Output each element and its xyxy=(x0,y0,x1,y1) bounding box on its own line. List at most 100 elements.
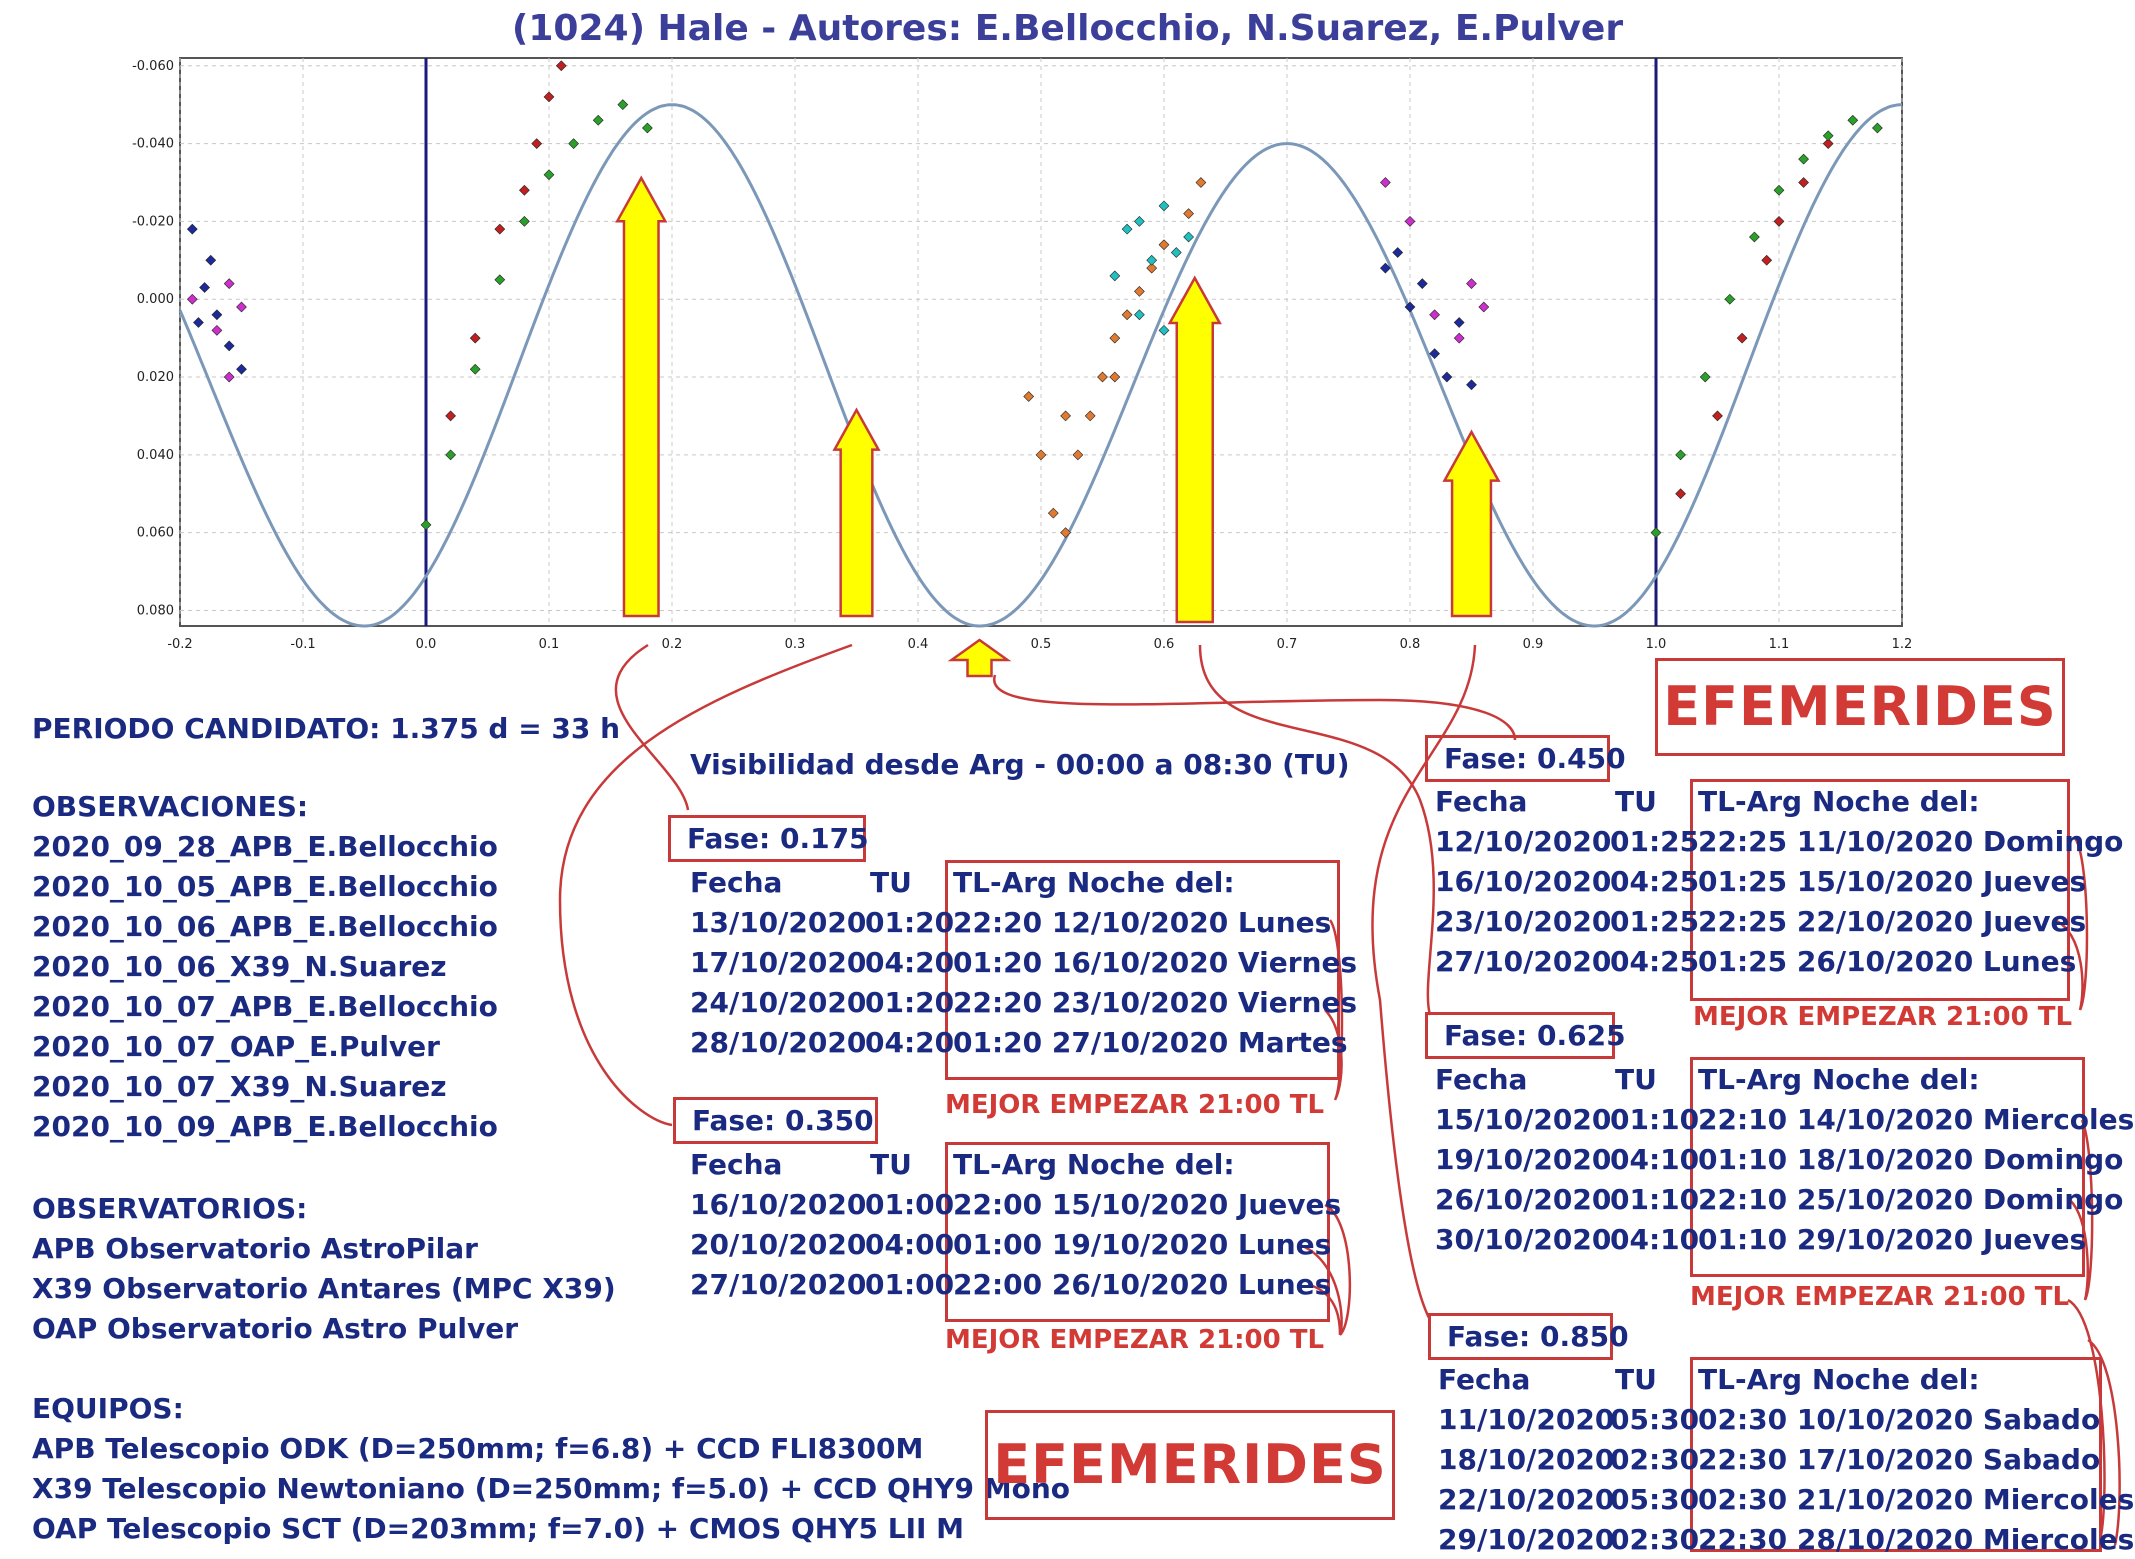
observacion-item: 2020_10_07_OAP_E.Pulver xyxy=(32,1030,440,1063)
tu-cell: 02:30 xyxy=(1610,1443,1700,1476)
tu-cell: 04:25 xyxy=(1610,865,1700,898)
mejor-empezar-note: MEJOR EMPEZAR 21:00 TL xyxy=(1693,1002,2073,1032)
equipo-item: X39 Telescopio Newtoniano (D=250mm; f=5.… xyxy=(32,1472,1070,1505)
data-point xyxy=(193,317,204,328)
efemerides-label-top: EFEMERIDES xyxy=(1655,658,2065,756)
fecha-cell: 28/10/2020 xyxy=(690,1026,867,1059)
col-fecha-header: Fecha xyxy=(690,866,783,899)
data-point xyxy=(469,363,481,375)
observacion-item: 2020_09_28_APB_E.Bellocchio xyxy=(32,830,498,863)
fecha-cell: 30/10/2020 xyxy=(1435,1223,1612,1256)
data-point xyxy=(1466,278,1477,290)
fecha-cell: 16/10/2020 xyxy=(1435,865,1612,898)
data-point xyxy=(519,216,530,227)
data-point xyxy=(494,274,506,286)
data-point xyxy=(1404,301,1416,313)
data-point xyxy=(1047,507,1059,519)
col-tu-header: TU xyxy=(1615,1063,1657,1096)
data-point xyxy=(1761,254,1773,266)
observacion-item: 2020_10_07_APB_E.Bellocchio xyxy=(32,990,498,1023)
col-fecha-header: Fecha xyxy=(1435,785,1528,818)
tl-cell: 01:25 26/10/2020 Lunes xyxy=(1698,945,2077,978)
data-point xyxy=(1429,348,1440,360)
col-fecha-header: Fecha xyxy=(690,1148,783,1181)
tl-cell: 22:20 12/10/2020 Lunes xyxy=(953,906,1332,939)
data-point xyxy=(592,114,604,126)
x-tick-label: 0.9 xyxy=(1523,637,1544,652)
tl-cell: 22:00 26/10/2020 Lunes xyxy=(953,1268,1332,1301)
equipos-title: EQUIPOS: xyxy=(32,1392,184,1425)
y-tick-label: -0.040 xyxy=(132,137,174,152)
tl-cell: 02:30 10/10/2020 Sabado xyxy=(1698,1403,2101,1436)
observacion-item: 2020_10_06_APB_E.Bellocchio xyxy=(32,910,498,943)
col-tu-header: TU xyxy=(1615,785,1657,818)
x-tick-label: 0.8 xyxy=(1400,637,1421,652)
y-tick-label: 0.000 xyxy=(137,292,174,307)
data-point xyxy=(1183,231,1194,243)
data-point xyxy=(1084,410,1096,422)
connector-0450 xyxy=(993,674,1517,741)
y-tick-label: -0.020 xyxy=(132,214,174,229)
data-point xyxy=(543,91,555,103)
tl-box xyxy=(945,860,1340,1080)
data-point xyxy=(1798,153,1809,165)
tl-cell: 22:30 28/10/2020 Miercoles xyxy=(1698,1523,2135,1556)
data-point xyxy=(1453,317,1465,328)
tl-cell: 22:30 17/10/2020 Sabado xyxy=(1698,1443,2101,1476)
tl-box xyxy=(945,1142,1330,1322)
tl-cell: 01:20 27/10/2020 Martes xyxy=(953,1026,1348,1059)
data-point xyxy=(1146,254,1158,266)
data-point xyxy=(1798,177,1809,188)
tl-box xyxy=(1690,779,2070,1001)
data-point xyxy=(617,99,629,111)
data-point xyxy=(1060,527,1071,539)
tu-cell: 04:20 xyxy=(865,946,955,979)
data-point xyxy=(1466,379,1477,391)
tl-cell: 01:25 15/10/2020 Jueves xyxy=(1698,865,2087,898)
tl-cell: 02:30 21/10/2020 Miercoles xyxy=(1698,1483,2135,1516)
data-point xyxy=(1822,138,1834,149)
data-point xyxy=(1675,449,1686,461)
data-point xyxy=(1158,324,1170,336)
col-tl-header: TL-Arg Noche del: xyxy=(953,866,1235,899)
data-point xyxy=(1847,114,1859,126)
tl-cell: 22:25 22/10/2020 Jueves xyxy=(1698,905,2087,938)
col-tl-header: TL-Arg Noche del: xyxy=(1698,1363,1980,1396)
phase-arrow xyxy=(615,175,668,618)
x-tick-label: 0.4 xyxy=(908,637,929,652)
data-point xyxy=(1158,239,1170,251)
data-point xyxy=(1134,216,1145,227)
col-tu-header: TU xyxy=(870,1148,912,1181)
data-point xyxy=(420,519,432,531)
col-tu-header: TU xyxy=(1615,1363,1657,1396)
data-point xyxy=(1170,247,1182,258)
data-point xyxy=(1724,293,1736,305)
y-tick-label: 0.080 xyxy=(137,603,174,618)
mejor-empezar-note: MEJOR EMPEZAR 21:00 TL xyxy=(1690,1282,2070,1312)
data-point xyxy=(1158,200,1170,212)
data-point xyxy=(1097,371,1108,383)
tu-cell: 01:00 xyxy=(865,1268,955,1301)
observacion-item: 2020_10_05_APB_E.Bellocchio xyxy=(32,870,498,903)
data-point xyxy=(1712,410,1723,422)
equipo-item: OAP Telescopio SCT (D=203mm; f=7.0) + CM… xyxy=(32,1512,965,1545)
tl-cell: 01:10 29/10/2020 Jueves xyxy=(1698,1223,2087,1256)
data-point xyxy=(1035,449,1047,461)
y-tick-label: -0.060 xyxy=(132,59,174,74)
fecha-cell: 27/10/2020 xyxy=(690,1268,867,1301)
tu-cell: 01:20 xyxy=(865,906,955,939)
fecha-cell: 12/10/2020 xyxy=(1435,825,1612,858)
fecha-cell: 20/10/2020 xyxy=(690,1228,867,1261)
data-point xyxy=(186,293,198,305)
fase-label: Fase: 0.350 xyxy=(673,1097,878,1144)
data-point xyxy=(531,138,543,149)
fecha-cell: 24/10/2020 xyxy=(690,986,867,1019)
observatorio-item: APB Observatorio AstroPilar xyxy=(32,1232,478,1265)
data-point xyxy=(445,449,456,461)
y-tick-label: 0.040 xyxy=(137,448,174,463)
observaciones-title: OBSERVACIONES: xyxy=(32,790,309,823)
tu-cell: 02:30 xyxy=(1610,1523,1700,1556)
observatorio-item: X39 Observatorio Antares (MPC X39) xyxy=(32,1272,616,1305)
data-point xyxy=(1380,262,1391,274)
data-point xyxy=(1872,122,1883,134)
